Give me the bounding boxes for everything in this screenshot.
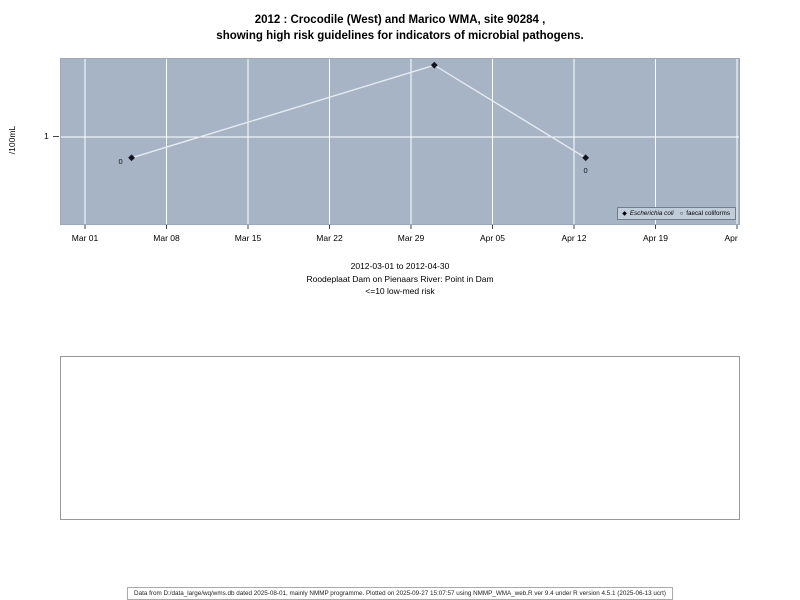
svg-text:Mar 08: Mar 08	[153, 233, 180, 243]
svg-text:Mar 01: Mar 01	[72, 233, 99, 243]
chart-area: 0 7 0 ◆ Escherichia coli ○ faecal coliform…	[60, 58, 740, 249]
plot-svg: 0 7 0	[61, 59, 739, 224]
y-axis-label: /100mL	[7, 125, 17, 155]
x-axis: Mar 01 Mar 08 Mar 15 Mar 22 Mar 29 Apr 05 Apr …	[72, 225, 740, 243]
subtitle-date-range: 2012-03-01 to 2012-04-30	[350, 261, 450, 271]
svg-text:0: 0	[584, 166, 588, 175]
filled-diamond-icon: ◆	[622, 210, 627, 217]
legend-entry-faecal: ○ faecal coliforms	[680, 210, 730, 217]
subtitle-block: 2012-03-01 to 2012-04-30 Roodeplaat Dam …	[0, 260, 800, 298]
legend-entry-ecoli: ◆ Escherichia coli	[622, 210, 673, 217]
svg-text:0: 0	[118, 157, 122, 166]
legend: ◆ Escherichia coli ○ faecal coliforms	[617, 207, 736, 220]
svg-text:Apr 19: Apr 19	[643, 233, 668, 243]
chart-title-line2: showing high risk guidelines for indicat…	[216, 30, 584, 42]
svg-text:Apr 26: Apr 26	[724, 233, 740, 243]
chart-title-line1: 2012 : Crocodile (West) and Marico WMA, …	[254, 14, 546, 26]
plot-panel: 0 7 0 ◆ Escherichia coli ○ faecal coliform…	[60, 58, 740, 225]
subtitle-risk-guideline: <=10 low-med risk	[365, 286, 435, 296]
svg-text:Mar 29: Mar 29	[398, 233, 425, 243]
svg-text:Mar 22: Mar 22	[316, 233, 343, 243]
svg-text:Apr 05: Apr 05	[480, 233, 505, 243]
open-circle-icon: ○	[679, 210, 684, 217]
empty-panel	[60, 356, 740, 520]
footer: Data from D:/data_large/wq/wms.db dated …	[0, 582, 800, 600]
y-tick-mark	[53, 136, 59, 137]
legend-label-faecal: faecal coliforms	[686, 210, 730, 217]
y-tick-label: 1	[44, 131, 49, 141]
svg-text:Mar 15: Mar 15	[235, 233, 262, 243]
svg-text:Apr 12: Apr 12	[561, 233, 586, 243]
subtitle-site-name: Roodeplaat Dam on Pienaars River: Point …	[306, 273, 494, 284]
footer-note: Data from D:/data_large/wq/wms.db dated …	[127, 587, 673, 600]
legend-label-ecoli: Escherichia coli	[629, 210, 674, 217]
svg-text:7: 7	[425, 59, 429, 61]
